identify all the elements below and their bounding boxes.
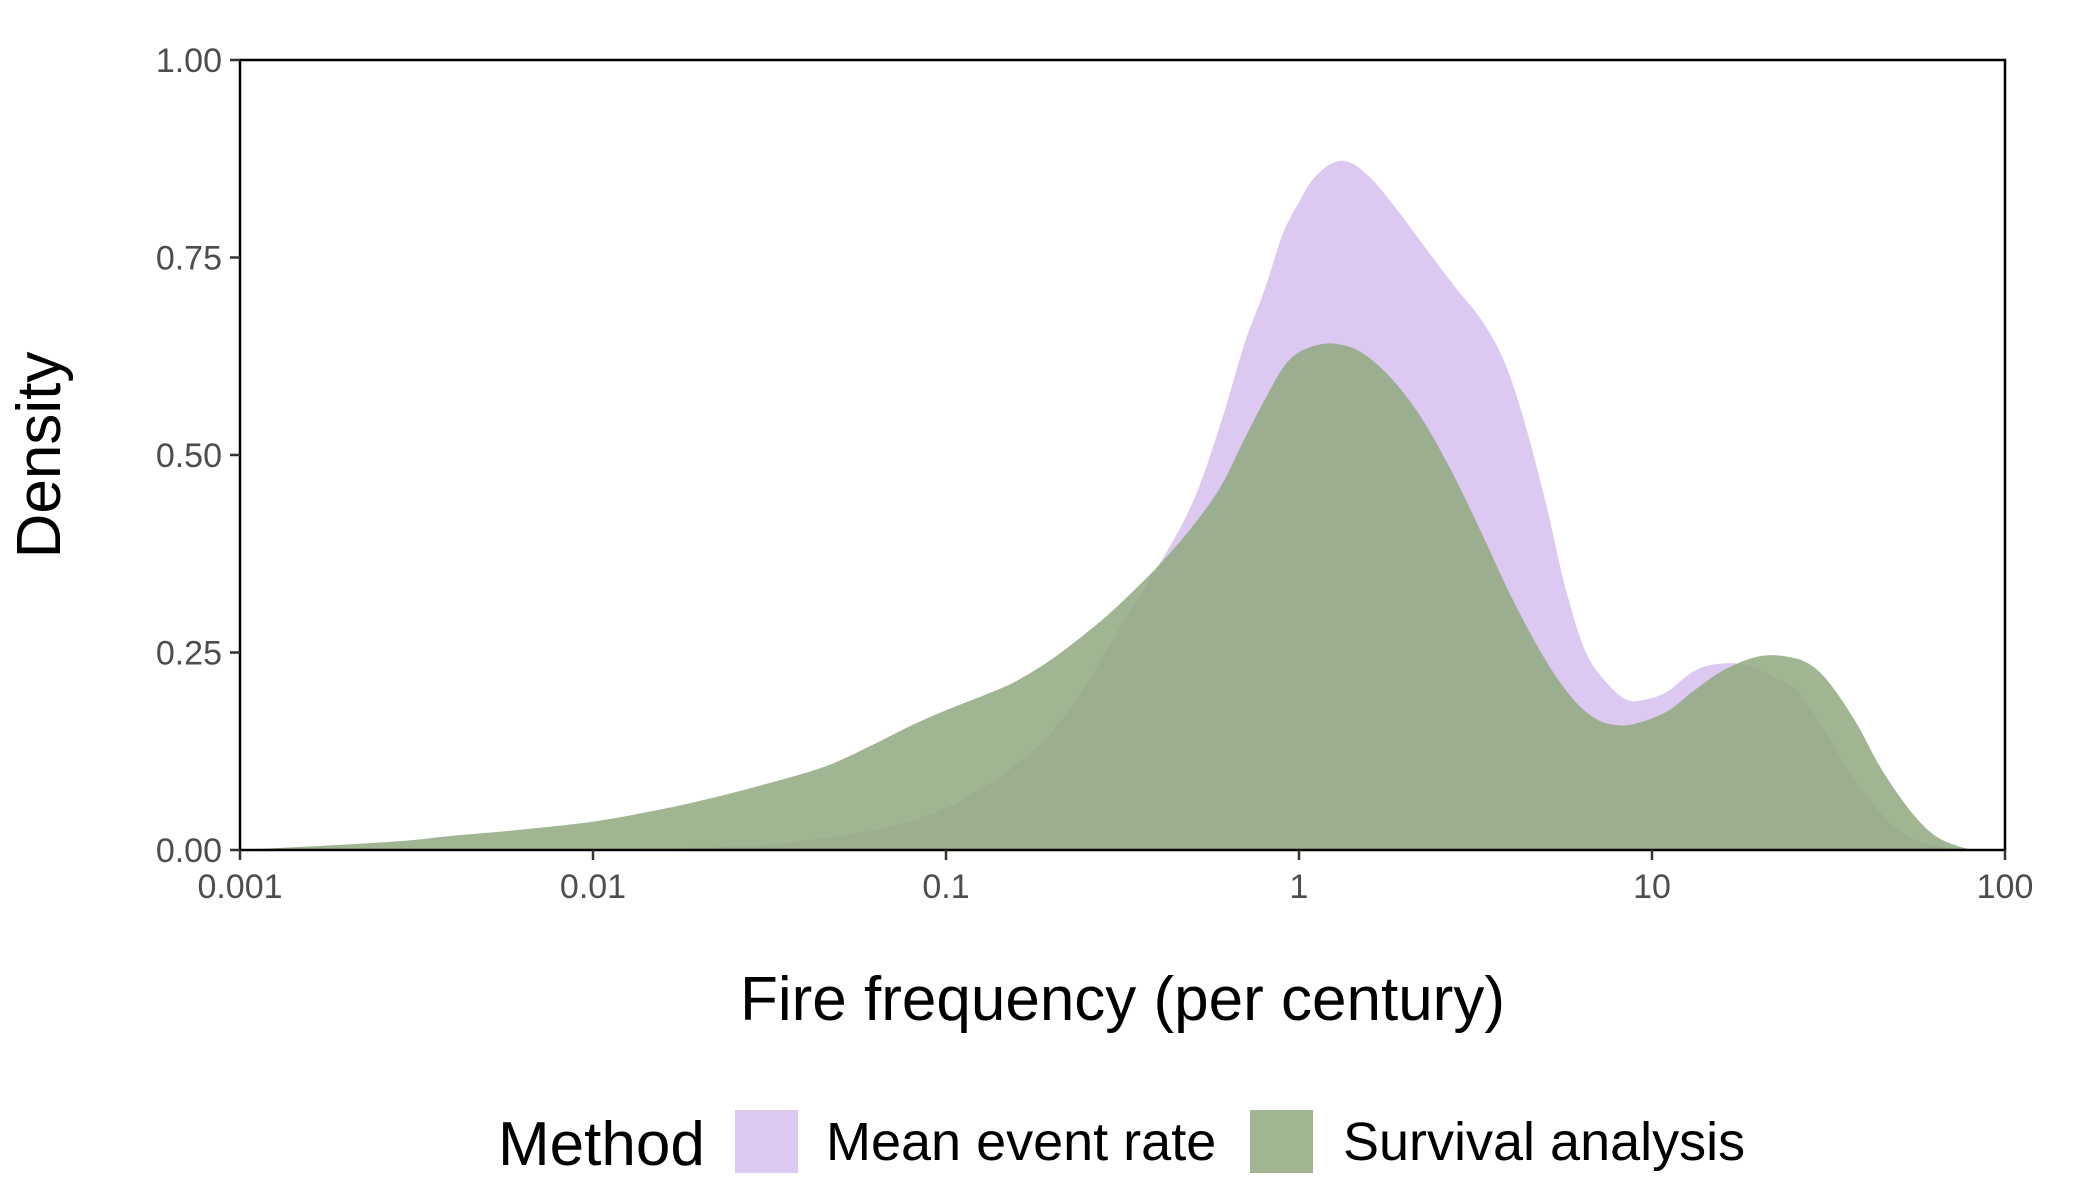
x-axis: 0.001 0.01 0.1 1 10 100 — [197, 850, 2033, 906]
y-tick-label: 0.25 — [156, 635, 222, 673]
legend-key-survival-analysis — [1250, 1110, 1313, 1173]
density-area-survival-analysis — [240, 343, 1971, 850]
legend: Method Mean event rate Survival analysis — [498, 1110, 1745, 1179]
y-tick-label: 0.75 — [156, 240, 222, 278]
density-areas — [240, 160, 1971, 850]
y-tick-label: 0.00 — [156, 832, 222, 870]
x-tick-label: 10 — [1633, 868, 1671, 906]
x-tick-label: 1 — [1290, 868, 1309, 906]
x-tick-label: 0.01 — [560, 868, 626, 906]
x-axis-title: Fire frequency (per century) — [740, 965, 1505, 1034]
legend-title: Method — [498, 1110, 705, 1179]
y-axis: 0.00 0.25 0.50 0.75 1.00 — [156, 42, 240, 870]
legend-label-survival-analysis: Survival analysis — [1343, 1112, 1745, 1172]
x-tick-label: 100 — [1977, 868, 2034, 906]
y-axis-title: Density — [5, 352, 74, 559]
legend-label-mean-event-rate: Mean event rate — [826, 1112, 1216, 1172]
legend-key-mean-event-rate — [735, 1110, 798, 1173]
x-tick-label: 0.001 — [197, 868, 282, 906]
y-tick-label: 0.50 — [156, 437, 222, 475]
y-tick-label: 1.00 — [156, 42, 222, 80]
x-tick-label: 0.1 — [922, 868, 969, 906]
